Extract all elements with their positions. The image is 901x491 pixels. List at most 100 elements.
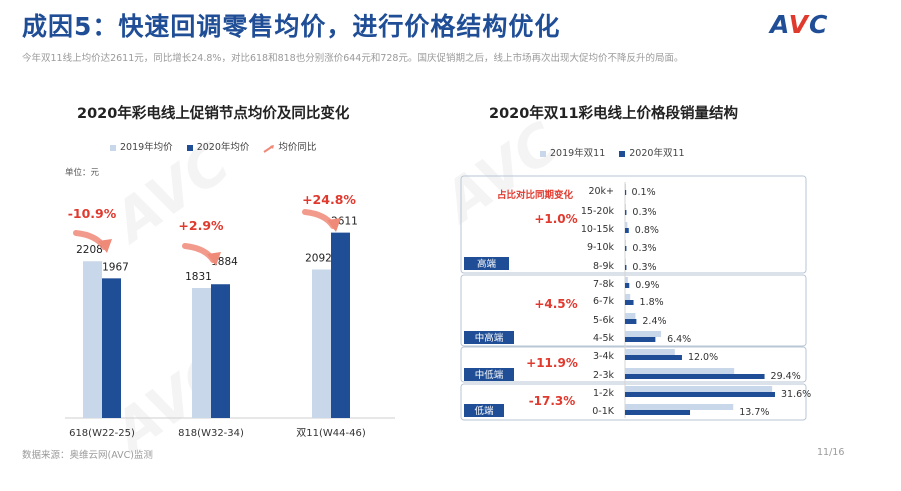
bar-2019 (625, 204, 626, 210)
y-tick-label: 7-8k (593, 279, 615, 290)
y-tick-label: 6-7k (593, 296, 615, 307)
avc-logo: AVC (770, 10, 828, 39)
bar-2019 (192, 287, 211, 418)
segment-name: 中低端 (475, 369, 504, 381)
y-tick-label: 3-4k (593, 351, 615, 362)
y-tick-label: 1-2k (593, 388, 615, 399)
yoy-label: +2.9% (178, 218, 224, 233)
page-title: 成因5：快速回调零售均价，进行价格结构优化 (22, 12, 561, 41)
bar-2019 (625, 277, 628, 283)
legend-item-yoy: 均价同比 (263, 139, 316, 153)
bar-2020 (625, 300, 634, 305)
logo-letter-a: A (770, 10, 789, 39)
data-source: 数据来源：奥维云网(AVC)监测 (22, 450, 153, 461)
segment-change: +1.0% (534, 212, 577, 226)
bar-2020 (625, 228, 629, 233)
bar-2019 (625, 331, 662, 337)
data-label: 31.6% (781, 389, 811, 400)
data-label: 1831 (185, 271, 212, 283)
y-tick-label: 20k+ (588, 186, 614, 197)
arrow-icon (263, 144, 275, 153)
bar-2020 (625, 210, 627, 215)
bar-2020 (625, 410, 691, 415)
bar-2019 (625, 294, 631, 300)
y-tick-label: 2-3k (593, 370, 615, 381)
legend-item-2020-double11: 2020年双11 (619, 145, 685, 159)
data-label: 0.9% (635, 280, 659, 291)
yoy-arrow-icon (302, 209, 341, 232)
bar-2020 (625, 246, 627, 251)
data-label: 6.4% (667, 334, 691, 345)
segment-header: 占比对比同期变化 (497, 189, 574, 201)
logo-letter-v: V (788, 10, 810, 39)
data-label: 0.3% (632, 207, 656, 218)
x-tick-label: 双11(W44-46) (296, 427, 366, 439)
y-tick-label: 10-15k (581, 224, 615, 235)
data-label: 0.3% (632, 243, 656, 254)
bar-2020 (625, 374, 765, 379)
bar-2020 (625, 190, 627, 195)
segment-tag (464, 368, 514, 381)
right-chart-legend: 2019年双11 2020年双11 (540, 145, 685, 159)
segment-name: 高端 (477, 258, 497, 270)
segment-tag (464, 331, 514, 344)
y-tick-label: 8-9k (593, 261, 615, 272)
bar-2019 (625, 184, 626, 190)
segment-name: 低端 (474, 405, 494, 417)
page-subtitle: 今年双11线上均价达2611元，同比增长24.8%，对比618和818也分别涨价… (22, 53, 684, 64)
segment-change: +4.5% (534, 297, 577, 311)
right-chart-title: 2020年双11彩电线上价格段销量结构 (489, 106, 739, 122)
yoy-arrow-head (327, 218, 341, 232)
segment-box (460, 346, 807, 383)
legend-item-2020: 2020年均价 (186, 139, 249, 153)
data-label: 29.4% (771, 371, 801, 382)
bar-2019 (83, 261, 102, 418)
bar-2020 (625, 265, 627, 270)
data-label: 2092 (305, 252, 332, 264)
legend-item-2019-double11: 2019年双11 (540, 145, 605, 159)
y-tick-label: 0-1K (592, 406, 615, 417)
yoy-label: +24.8% (302, 192, 356, 207)
data-label: 12.0% (688, 352, 718, 363)
yoy-arrow-head (207, 252, 221, 266)
segment-box (460, 175, 807, 274)
bar-2020 (625, 355, 682, 360)
bar-2019 (625, 259, 626, 265)
data-label: 0.8% (635, 225, 659, 236)
left-chart-unit: 单位：元 (65, 168, 100, 178)
y-tick-label: 15-20k (581, 206, 615, 217)
yoy-arrow-head (98, 239, 112, 253)
bar-2020 (331, 232, 350, 418)
bar-2020 (102, 278, 121, 418)
data-label: 1.8% (640, 297, 664, 308)
bar-2019 (312, 269, 331, 418)
left-chart-legend: 2019年均价 2020年均价 均价同比 (110, 139, 316, 153)
data-label: 2.4% (642, 316, 666, 327)
segment-change: -17.3% (529, 394, 576, 408)
x-tick-label: 818(W32-34) (178, 428, 244, 439)
yoy-label: -10.9% (68, 206, 117, 221)
segment-box (460, 383, 807, 421)
y-tick-label: 4-5k (593, 333, 615, 344)
data-label: 0.3% (632, 262, 656, 273)
bar-2019 (625, 313, 636, 319)
bar-2020 (211, 284, 230, 418)
bar-2020 (625, 337, 656, 342)
yoy-arrow-icon (73, 230, 112, 253)
segment-change: +11.9% (526, 356, 578, 370)
segment-tag (464, 257, 509, 270)
bar-2019 (625, 386, 773, 392)
x-tick-label: 618(W22-25) (69, 428, 135, 439)
left-chart-title: 2020年彩电线上促销节点均价及同比变化 (77, 106, 350, 122)
y-tick-label: 9-10k (587, 242, 615, 253)
bar-2019 (625, 240, 626, 246)
segment-box (460, 274, 807, 347)
bar-2019 (625, 222, 628, 228)
bar-2019 (625, 404, 734, 410)
data-label: 13.7% (739, 407, 769, 418)
yoy-arrow-icon (182, 243, 221, 266)
logo-letter-c: C (809, 10, 829, 39)
page-number: 11/16 (817, 447, 845, 458)
